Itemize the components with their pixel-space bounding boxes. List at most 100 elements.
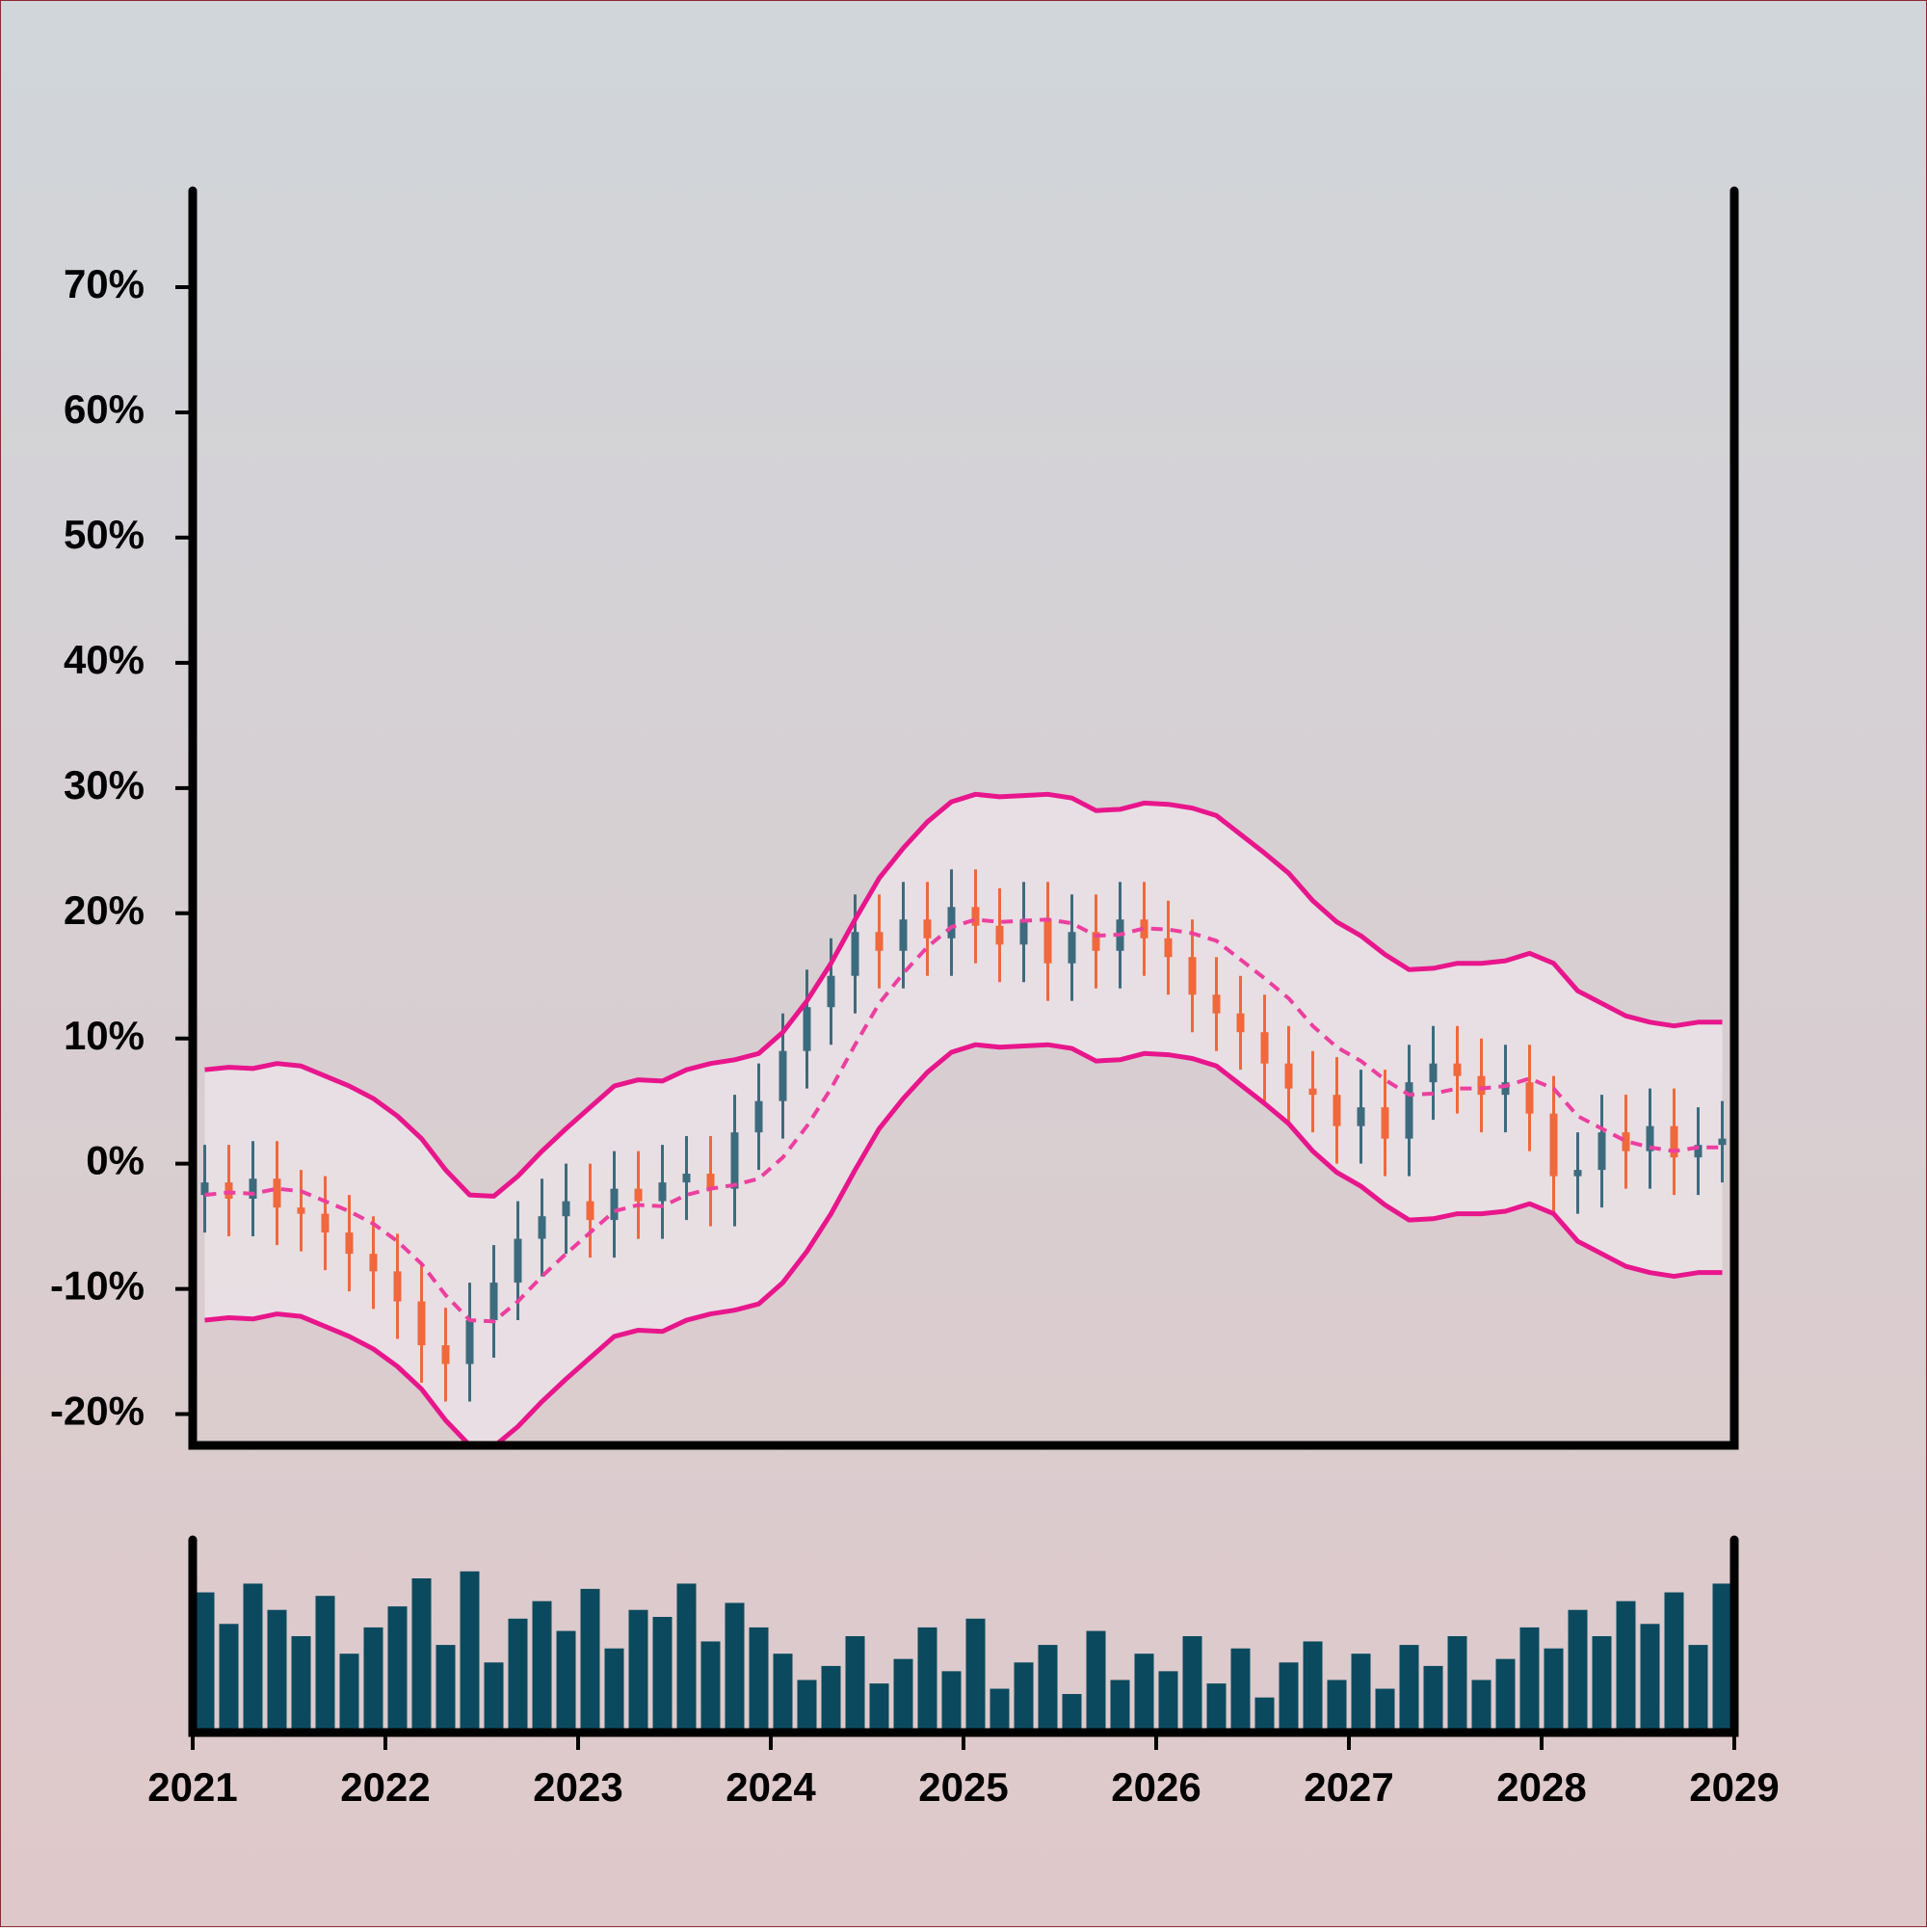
body bbox=[730, 1132, 739, 1189]
volume-bar bbox=[1206, 1683, 1227, 1733]
x-tick-label: 2026 bbox=[1111, 1764, 1201, 1810]
body bbox=[899, 919, 908, 951]
volume-bar bbox=[1062, 1694, 1082, 1733]
volume-bar bbox=[387, 1606, 408, 1733]
x-tick-label: 2022 bbox=[340, 1764, 430, 1810]
y-tick-label: 50% bbox=[64, 512, 145, 557]
volume-bar bbox=[1544, 1648, 1564, 1733]
volume-bar bbox=[436, 1645, 456, 1733]
x-tick-label: 2025 bbox=[918, 1764, 1008, 1810]
body bbox=[995, 925, 1004, 945]
volume-bar bbox=[195, 1592, 215, 1733]
body bbox=[393, 1271, 402, 1302]
body bbox=[803, 1007, 811, 1051]
body bbox=[586, 1201, 594, 1221]
body bbox=[1212, 994, 1221, 1014]
volume-bar bbox=[1592, 1636, 1612, 1733]
body bbox=[1525, 1082, 1534, 1114]
volume-bar bbox=[291, 1636, 311, 1733]
volume-bar bbox=[580, 1588, 600, 1733]
volume-bar bbox=[532, 1601, 552, 1733]
body bbox=[851, 932, 859, 976]
volume-bar bbox=[845, 1636, 865, 1733]
volume-bar bbox=[1447, 1636, 1467, 1733]
body bbox=[1333, 1095, 1341, 1126]
y-tick-label: 10% bbox=[64, 1013, 145, 1058]
volume-bar bbox=[700, 1641, 721, 1733]
body bbox=[634, 1188, 643, 1202]
volume-bar bbox=[1495, 1658, 1516, 1733]
x-tick-label: 2023 bbox=[533, 1764, 622, 1810]
body bbox=[1429, 1063, 1438, 1083]
body bbox=[1260, 1032, 1269, 1064]
axes: -20% -10% 0% 10% 20% 30% 40% 50% 60% 70% 2021 2022 2… bbox=[50, 186, 1780, 1810]
body bbox=[489, 1283, 498, 1321]
x-tick-label: 2021 bbox=[147, 1764, 237, 1810]
y-tick-label: 40% bbox=[64, 637, 145, 682]
body bbox=[1381, 1107, 1389, 1139]
body bbox=[827, 975, 835, 1008]
volume-bar bbox=[1279, 1662, 1299, 1733]
volume-bar bbox=[797, 1680, 817, 1733]
body bbox=[779, 1050, 787, 1101]
volume-bar bbox=[1519, 1627, 1540, 1733]
body bbox=[1188, 957, 1197, 995]
body bbox=[200, 1182, 209, 1196]
volume-bar bbox=[893, 1658, 913, 1733]
body bbox=[538, 1216, 546, 1239]
volume-bar bbox=[1158, 1671, 1178, 1733]
volume-bar bbox=[1086, 1630, 1106, 1733]
volume-bar bbox=[1110, 1680, 1130, 1733]
band-middle bbox=[204, 917, 1723, 1324]
y-tick-label: 30% bbox=[64, 762, 145, 807]
body bbox=[562, 1201, 570, 1217]
plot-area bbox=[200, 791, 1727, 1445]
body bbox=[754, 1100, 763, 1133]
volume-bar bbox=[1616, 1601, 1636, 1733]
body bbox=[1694, 1145, 1703, 1158]
volume-bar bbox=[652, 1617, 673, 1733]
volume-bar bbox=[556, 1630, 576, 1733]
volume-bar bbox=[1399, 1645, 1419, 1733]
body bbox=[321, 1213, 330, 1233]
body bbox=[923, 919, 932, 939]
main-spines bbox=[188, 186, 1739, 1450]
band-fill bbox=[204, 794, 1723, 1445]
body bbox=[1670, 1125, 1678, 1158]
body bbox=[1573, 1170, 1582, 1177]
volume-bar bbox=[990, 1688, 1010, 1733]
x-tick-label: 2027 bbox=[1304, 1764, 1393, 1810]
body bbox=[345, 1232, 354, 1255]
body bbox=[610, 1188, 619, 1221]
volume-bar bbox=[917, 1627, 937, 1733]
body bbox=[1453, 1063, 1462, 1076]
volume-bar bbox=[1640, 1624, 1660, 1733]
volume-bar bbox=[676, 1583, 697, 1733]
volume-bar bbox=[1351, 1654, 1371, 1733]
y-tick-label: -20% bbox=[50, 1389, 145, 1434]
body bbox=[1092, 932, 1100, 951]
body bbox=[1140, 919, 1148, 939]
body bbox=[1236, 1013, 1245, 1033]
volume-bar bbox=[363, 1627, 383, 1733]
volume-bar bbox=[484, 1662, 504, 1733]
body bbox=[682, 1174, 691, 1183]
body bbox=[1308, 1088, 1317, 1096]
volume-bar bbox=[1568, 1609, 1588, 1733]
body bbox=[465, 1320, 474, 1364]
body bbox=[1477, 1075, 1486, 1096]
body bbox=[1501, 1082, 1510, 1096]
body bbox=[1019, 919, 1028, 945]
volume-bar bbox=[1712, 1583, 1732, 1733]
volume-bar bbox=[1254, 1697, 1275, 1733]
volume-bar bbox=[1038, 1645, 1058, 1733]
body bbox=[417, 1301, 426, 1346]
volume-bar bbox=[604, 1648, 624, 1733]
x-tick-label: 2024 bbox=[726, 1764, 816, 1810]
y-tick-label: 0% bbox=[86, 1138, 145, 1183]
body bbox=[1718, 1138, 1727, 1146]
volume-panel bbox=[195, 1571, 1732, 1733]
volume-bar bbox=[1664, 1592, 1684, 1733]
